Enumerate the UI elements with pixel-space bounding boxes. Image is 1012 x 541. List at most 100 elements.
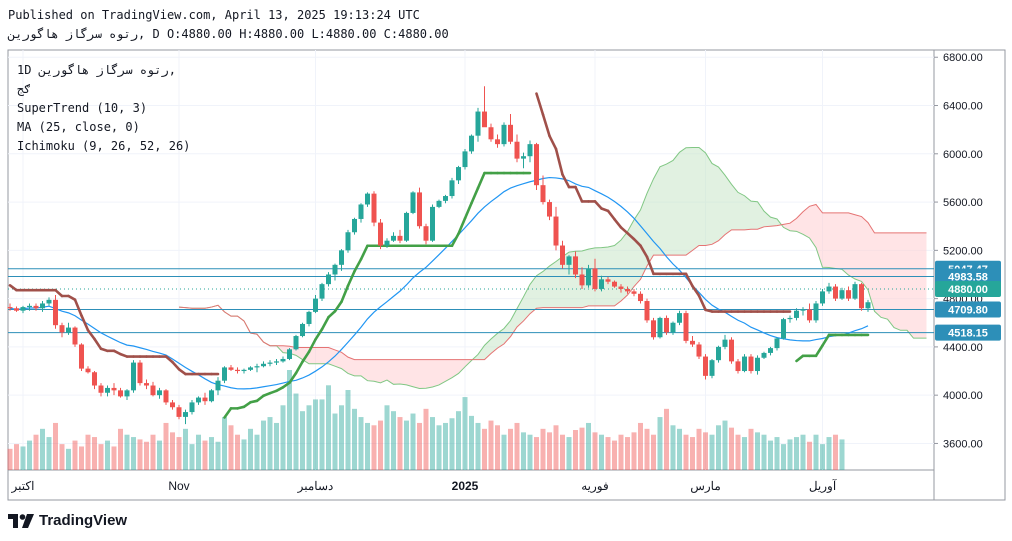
candle-body bbox=[371, 193, 377, 223]
volume-bar bbox=[696, 428, 702, 470]
candle bbox=[306, 310, 312, 327]
candle-body bbox=[14, 308, 19, 311]
tradingview-logo[interactable]: TradingView bbox=[8, 512, 127, 529]
cloud-segment bbox=[666, 160, 673, 256]
cloud-segment bbox=[894, 232, 901, 331]
volume-bar bbox=[735, 434, 741, 470]
candle bbox=[547, 199, 552, 221]
supertrend-segment bbox=[639, 244, 649, 259]
volume-bar bbox=[664, 408, 669, 470]
x-tick-label: مارس bbox=[690, 479, 721, 493]
candle bbox=[852, 281, 858, 300]
volume-bar bbox=[391, 411, 396, 470]
supertrend-segment bbox=[314, 327, 324, 341]
volume-bar bbox=[755, 432, 760, 470]
volume-bar bbox=[709, 434, 715, 470]
candle-body bbox=[332, 264, 338, 275]
cloud-segment bbox=[653, 166, 660, 256]
candle bbox=[235, 367, 240, 374]
legend-ma[interactable]: MA (25, close, 0) bbox=[17, 120, 140, 134]
candle bbox=[85, 366, 91, 374]
candle-body bbox=[826, 286, 832, 292]
candle-body bbox=[716, 346, 721, 361]
volume-bar bbox=[683, 434, 689, 470]
cloud-segment bbox=[900, 232, 907, 331]
volume-bar bbox=[690, 437, 695, 470]
candle bbox=[573, 251, 578, 279]
candle bbox=[820, 288, 825, 306]
supertrend-segment bbox=[795, 354, 805, 363]
cloud-segment bbox=[829, 212, 836, 269]
cloud-segment bbox=[517, 296, 524, 327]
candle-body bbox=[540, 185, 546, 203]
volume-bar bbox=[326, 385, 331, 470]
legend-ichimoku[interactable]: Ichimoku (9, 26, 52, 26) bbox=[17, 139, 191, 153]
volume-bar bbox=[53, 422, 58, 470]
volume-bar bbox=[482, 428, 487, 470]
candle bbox=[293, 334, 299, 351]
candle bbox=[768, 346, 773, 356]
cloud-segment bbox=[296, 347, 303, 360]
volume-bar bbox=[553, 425, 559, 470]
volume-bar bbox=[157, 440, 162, 470]
published-line: Published on TradingView.com, April 13, … bbox=[8, 8, 420, 22]
candle bbox=[722, 334, 728, 350]
price-tag-label: 4983.58 bbox=[948, 271, 988, 283]
candle-body bbox=[852, 284, 858, 299]
cloud-segment bbox=[679, 147, 686, 256]
candle-body bbox=[644, 301, 650, 321]
candle bbox=[534, 142, 539, 190]
x-axis-ticks: اکتبر Nov دسامبر 2025 فوریه مارس آوریل bbox=[11, 478, 837, 493]
cloud-segment bbox=[419, 359, 426, 389]
volume-bar bbox=[579, 427, 585, 470]
candle-body bbox=[625, 288, 630, 292]
price-tag-label: 4518.15 bbox=[948, 328, 988, 340]
cloud-segment bbox=[699, 147, 706, 246]
candle-body bbox=[690, 340, 695, 345]
volume-bar bbox=[358, 417, 364, 470]
y-tick-label: 6400.00 bbox=[943, 101, 983, 113]
candle bbox=[423, 223, 429, 245]
cloud-segment bbox=[738, 192, 745, 230]
volume-bar bbox=[72, 440, 78, 470]
legend-supertrend[interactable]: SuperTrend (10, 3) bbox=[17, 101, 148, 115]
candle-body bbox=[774, 338, 780, 349]
candle-body bbox=[157, 390, 162, 396]
candle-body bbox=[527, 144, 533, 157]
candle-body bbox=[761, 352, 767, 358]
supertrend-segment bbox=[574, 185, 584, 203]
volume-bar bbox=[241, 439, 247, 470]
candle bbox=[157, 387, 162, 399]
candle bbox=[644, 298, 650, 323]
candle bbox=[339, 249, 344, 271]
candle bbox=[638, 291, 643, 304]
volume-bar bbox=[215, 441, 221, 470]
candle bbox=[352, 217, 357, 235]
volume-bar bbox=[287, 370, 292, 470]
cloud-segment bbox=[848, 212, 855, 280]
volume-bar bbox=[768, 440, 773, 470]
supertrend-segment bbox=[54, 288, 64, 298]
candle-body bbox=[618, 286, 624, 289]
candle-body bbox=[651, 320, 656, 338]
candle bbox=[92, 371, 97, 390]
price-tag: 4880.00 bbox=[935, 280, 1001, 297]
volume-bar bbox=[176, 437, 182, 470]
senkou-span-b bbox=[178, 203, 927, 361]
volume-bar bbox=[378, 420, 383, 470]
candle bbox=[371, 191, 377, 227]
price-tag-bg bbox=[935, 301, 1001, 318]
cloud-segment bbox=[907, 232, 914, 339]
candle-body bbox=[813, 303, 819, 321]
candle-body bbox=[7, 307, 13, 309]
cloud-segment bbox=[380, 359, 387, 383]
candle-body bbox=[722, 339, 728, 347]
candle bbox=[625, 286, 630, 294]
candle bbox=[508, 113, 513, 145]
cloud-segment bbox=[770, 217, 777, 227]
candle-body bbox=[787, 317, 793, 320]
candle bbox=[378, 218, 383, 250]
candle bbox=[144, 379, 149, 390]
volume-bar bbox=[137, 439, 143, 470]
